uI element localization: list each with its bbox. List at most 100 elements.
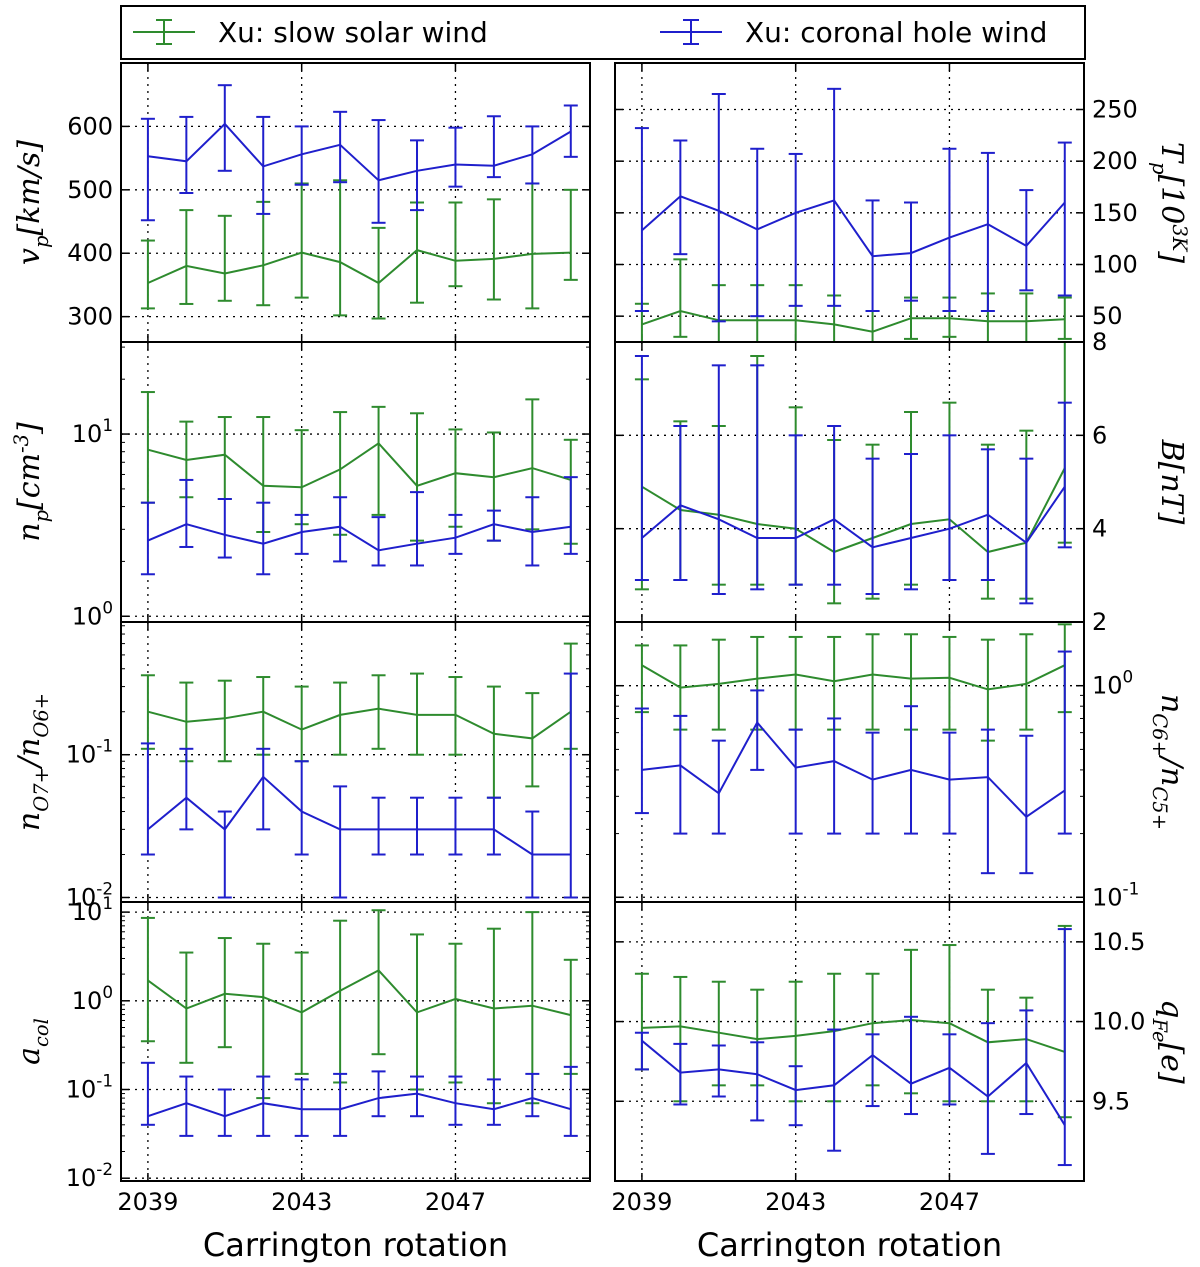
errorbar (217, 810, 232, 899)
errorbar (1057, 650, 1072, 835)
y-tick-label: 10-1 (66, 1071, 113, 1104)
series-hole (634, 928, 1072, 1167)
errorbar (634, 1031, 649, 1071)
legend-label-slow: Xu: slow solar wind (218, 16, 488, 49)
series-hole (140, 672, 578, 899)
y-tick-label: 10-1 (1092, 878, 1139, 911)
y-axis-label: acol (12, 1018, 53, 1065)
errorbar (371, 674, 386, 750)
y-tick-label: 600 (67, 112, 113, 140)
y-axis-label: nC6+/nC5+ (1148, 694, 1189, 830)
errorbar (410, 796, 425, 856)
series-line-slow (641, 664, 1066, 691)
panel-acol: 10-2 10-1 100 101 2039 2043 2047 Carrington rot… (12, 893, 591, 1264)
series-line-hole (147, 523, 571, 552)
y-tick-label: 100 (1092, 251, 1138, 279)
errorbar (942, 635, 957, 731)
errorbar (865, 457, 880, 595)
series-hole (140, 1061, 578, 1137)
panel-background (615, 342, 1084, 622)
errorbar (827, 717, 842, 835)
panel-background (615, 63, 1084, 342)
errorbar (448, 126, 463, 188)
series-hole (140, 84, 578, 224)
errorbar (750, 364, 765, 591)
errorbar (486, 198, 501, 301)
errorbar (217, 937, 232, 1049)
series-hole (634, 87, 1072, 323)
errorbar (827, 87, 842, 307)
errorbar (140, 501, 155, 576)
plot-area (140, 391, 578, 576)
errorbar (865, 1033, 880, 1108)
errorbar (179, 747, 194, 831)
errorbar (711, 93, 726, 323)
series-line-hole (641, 1039, 1066, 1126)
errorbar (371, 516, 386, 567)
y-axis-label: np[cm-3] (10, 422, 53, 542)
errorbar (1019, 734, 1034, 875)
errorbar (865, 731, 880, 835)
errorbar (1019, 189, 1034, 292)
errorbar (140, 742, 155, 856)
series-line-slow (641, 1018, 1066, 1053)
errorbar (1019, 457, 1034, 605)
errorbar (371, 909, 386, 1056)
errorbar (788, 728, 803, 835)
series-line-hole (147, 1092, 572, 1118)
errorbar (371, 796, 386, 856)
y-tick-label: 250 (1092, 96, 1138, 124)
y-axis-label: Tp[103K] (1148, 142, 1191, 263)
panel-vp: 300 400 500 600 vp[km/s] (12, 62, 591, 343)
legend-item-hole: Xu: coronal hole wind (660, 16, 1047, 49)
series-slow (140, 179, 578, 320)
errorbar (140, 117, 155, 222)
series-line-slow (147, 441, 572, 489)
errorbar (563, 476, 578, 555)
legend-label-hole: Xu: coronal hole wind (745, 16, 1047, 49)
series-hole (140, 476, 578, 576)
series-line-slow (147, 969, 572, 1017)
plot-area (140, 642, 578, 899)
errorbar (904, 453, 919, 591)
errorbar (750, 147, 765, 318)
plot-area (634, 342, 1072, 605)
errorbar (333, 110, 348, 184)
errorbar (750, 689, 765, 771)
errorbar (711, 364, 726, 595)
panel-o76: 10-2 10-1 nO7+/nO6+ (12, 621, 591, 911)
y-tick-label: 10-2 (66, 878, 113, 911)
errorbar (942, 1033, 957, 1106)
errorbar (410, 491, 425, 567)
series-line-slow (641, 309, 1065, 333)
y-tick-label: 4 (1092, 515, 1107, 543)
errorbar (525, 1072, 540, 1118)
panel-background (121, 342, 590, 622)
plot-area (140, 909, 578, 1137)
y-tick-label: 200 (1092, 147, 1138, 175)
y-tick-label: 10.5 (1092, 928, 1145, 956)
panel-background (121, 622, 590, 902)
errorbar (865, 633, 880, 731)
errorbar (1057, 928, 1072, 1167)
legend: Xu: slow solar wind Xu: coronal hole win… (120, 5, 1086, 60)
errorbar (942, 731, 957, 835)
errorbar (256, 501, 271, 576)
series-line-hole (641, 195, 1066, 258)
series-slow (140, 642, 578, 799)
x-axis-label: Carrington rotation (203, 1226, 508, 1264)
series-line-hole (641, 486, 1066, 549)
x-tick-label: 2047 (919, 1188, 980, 1216)
errorbar (217, 498, 232, 559)
errorbar (634, 707, 649, 815)
errorbar (827, 425, 842, 586)
errorbar (371, 405, 386, 516)
y-tick-label: 8 (1092, 328, 1107, 356)
x-tick-label: 2039 (117, 1188, 178, 1216)
errorbar (333, 681, 348, 756)
x-axis-label: Carrington rotation (697, 1226, 1002, 1264)
y-tick-label: 100 (1092, 667, 1133, 700)
legend-frame (120, 5, 1086, 60)
errorbar (942, 434, 957, 581)
